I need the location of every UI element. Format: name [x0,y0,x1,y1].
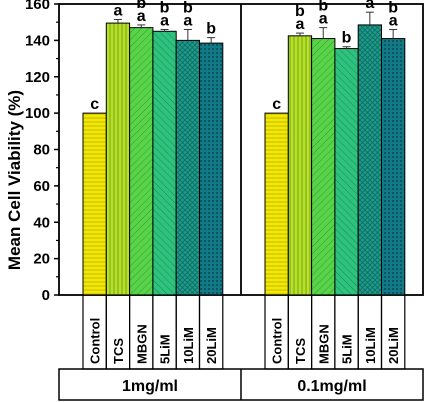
significance-letter: a [160,12,169,29]
bar-mbgn-g1 [129,27,154,296]
significance-letter: b [136,0,146,12]
group-label-2: 0.1mg/ml [297,378,366,395]
significance-letter: a [389,12,398,29]
bar-20lim-g1 [199,42,224,296]
x-category-label: TCS [111,338,126,364]
x-category-label: Control [88,318,103,364]
y-tick-label: 160 [25,0,50,13]
significance-letter: b [318,0,328,15]
x-category-label: 20LiM [386,327,401,364]
group-label-1: 1mg/ml [122,378,178,395]
y-tick-label: 0 [42,287,50,304]
y-tick-label: 120 [25,69,50,86]
significance-letter: c [90,96,99,113]
bar-tcs-g2 [287,35,313,296]
significance-letter: c [272,96,281,113]
x-category-label: 10LiM [181,327,196,364]
error-bars [113,11,398,49]
y-tick-label: 40 [33,214,50,231]
y-tick-label: 60 [33,178,50,195]
significance-letter: b [183,0,193,16]
significance-letter: a [365,0,374,12]
significance-letter: b [388,0,398,16]
bar-mbgn-g2 [311,38,336,296]
significance-letter: b [342,30,352,47]
significance-letter: a [113,2,122,19]
x-axis-categories: Control TCS MBGN 5LiM 10LiM 20LiM Control TCS MB… [82,294,406,370]
bar-5lim-g1 [152,30,177,296]
significance-letter: a [319,11,328,28]
bar-control-g2 [264,112,289,296]
significance-letter: b [295,3,305,20]
bar-10lim-g1 [175,39,200,296]
significance-letter: a [183,12,192,29]
y-tick-label: 140 [25,32,50,49]
y-axis-label: Mean Cell Viability (%) [5,90,24,270]
x-category-label: MBGN [316,324,331,364]
significance-letter: b [206,21,216,38]
x-category-label: 10LiM [363,327,378,364]
x-category-label: MBGN [134,324,149,364]
x-category-label: TCS [293,338,308,364]
y-tick-label: 80 [33,142,50,159]
significance-letter: a [295,16,304,33]
bar-10lim-g2 [357,24,383,296]
significance-letter: a [137,8,146,25]
y-tick-label: 100 [25,105,50,122]
bars [82,22,406,296]
bar-5lim-g2 [334,48,359,296]
x-category-label: 5LiM [340,334,355,364]
bar-20lim-g2 [381,38,406,296]
y-tick-label: 20 [33,251,50,268]
x-category-label: Control [270,318,285,364]
x-category-label: 20LiM [204,327,219,364]
bar-control-g1 [82,112,107,296]
x-category-label: 5LiM [158,334,173,364]
bar-tcs-g1 [105,22,131,296]
y-axis: 0 20 40 60 80 100 120 140 160 [25,0,59,304]
significance-letter: b [160,0,170,16]
